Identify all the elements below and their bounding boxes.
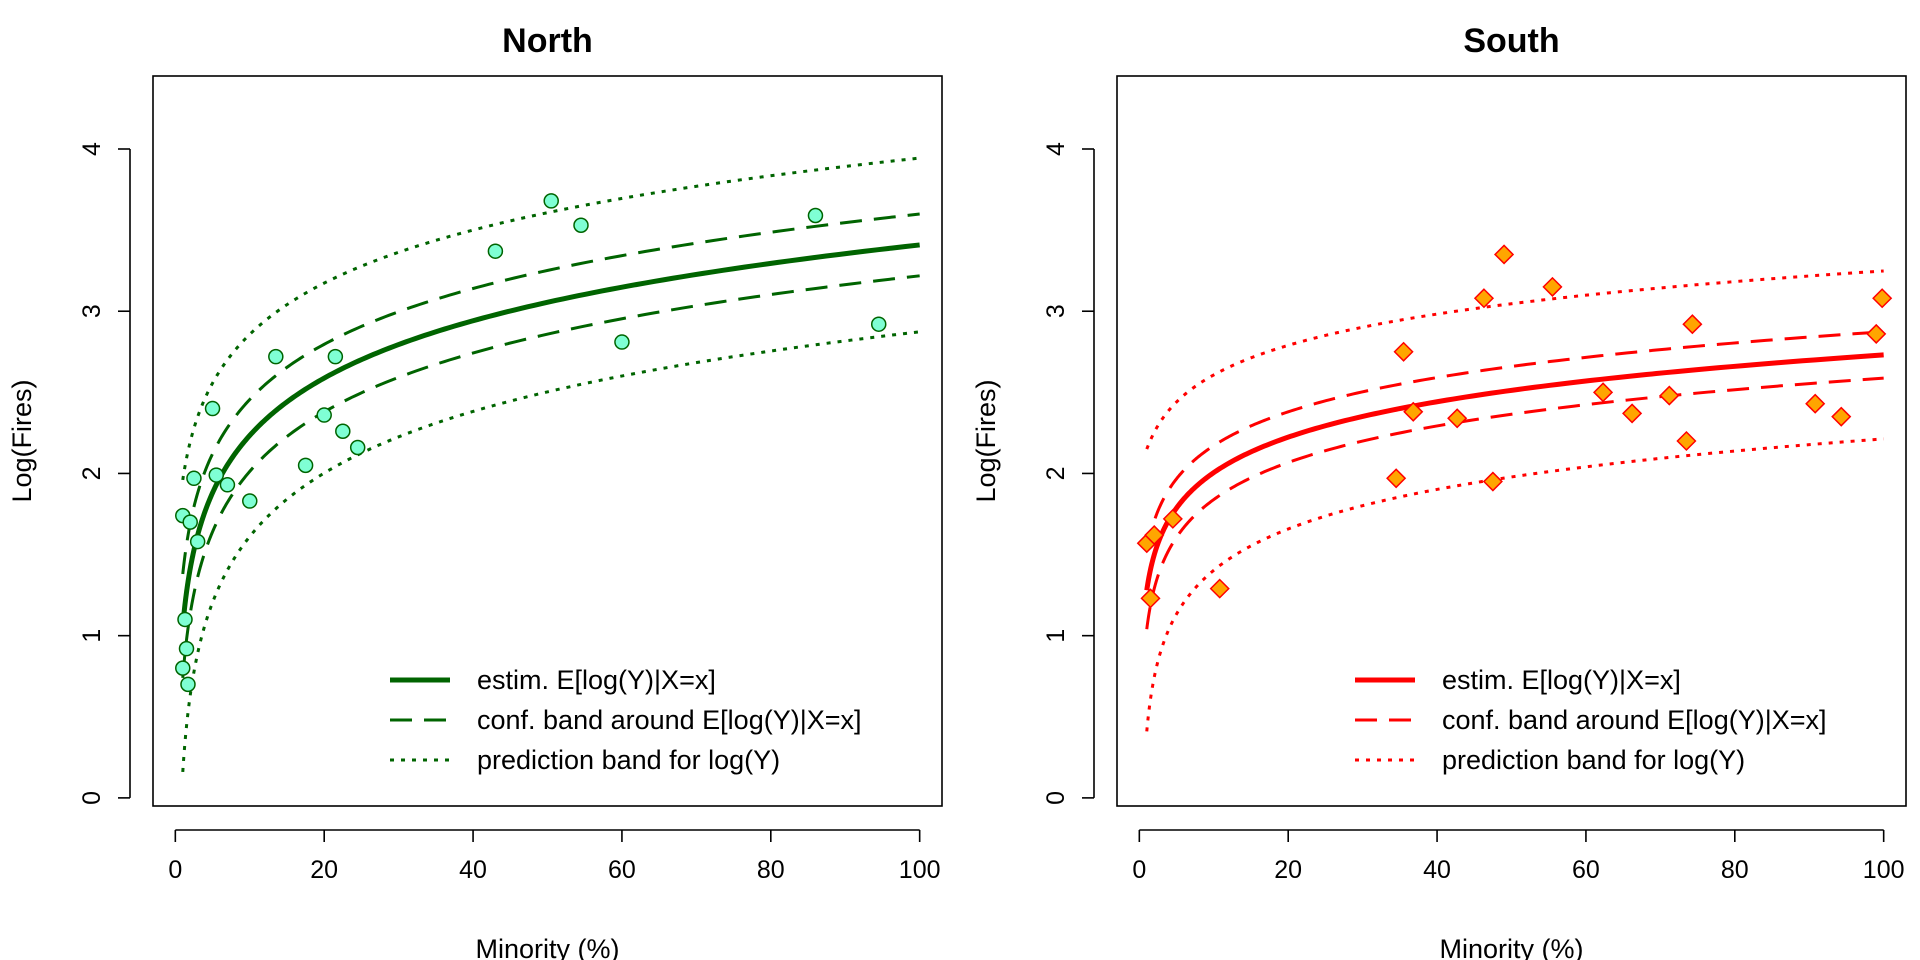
data-point [1403, 401, 1424, 422]
data-point [807, 207, 824, 224]
data-point [573, 217, 589, 233]
x-axis-label: Minority (%) [1439, 934, 1583, 960]
chart-title: South [1463, 22, 1559, 60]
y-tick-label: 4 [1042, 142, 1070, 156]
data-point [189, 533, 206, 550]
legend-label: estim. E[log(Y)|X=x] [477, 665, 716, 695]
plot-frame [1116, 75, 1907, 807]
chart-title: North [502, 22, 593, 60]
data-point [1144, 525, 1165, 546]
y-axis-label: Log(Fires) [7, 379, 37, 502]
data-point [614, 334, 630, 350]
x-tick-label: 100 [899, 856, 941, 884]
conf-band-upper-line [181, 212, 920, 575]
data-point [175, 660, 191, 676]
chart-panel-south: South 0 20 40 60 80 100 Minority (%) 0 1 2 3 4 Log(Fi… [971, 22, 1907, 960]
legend-label: prediction band for log(Y) [477, 745, 780, 775]
conf-band-upper-line [1145, 330, 1884, 552]
data-point [182, 514, 198, 530]
data-point [1393, 341, 1414, 362]
y-tick-label: 0 [78, 791, 106, 805]
pred-band-upper-line [1145, 269, 1884, 450]
y-tick-label: 1 [78, 629, 106, 643]
x-axis: 0 20 40 60 80 100 Minority (%) [1132, 829, 1905, 960]
data-point [219, 477, 236, 493]
data-point [180, 676, 196, 693]
data-point [1682, 314, 1703, 335]
data-point [1209, 578, 1230, 599]
chart-panel-north: North 0 20 40 60 80 100 Minority (%) 0 1 2 3 4 Log(Fi… [7, 22, 943, 960]
data-point [1805, 393, 1826, 414]
x-tick-label: 0 [1132, 856, 1146, 884]
data-point [1386, 468, 1407, 489]
y-axis: 0 1 2 3 4 Log(Fires) [971, 142, 1095, 805]
data-point [487, 243, 504, 259]
y-tick-label: 2 [78, 466, 106, 480]
legend-label: estim. E[log(Y)|X=x] [1442, 665, 1681, 695]
legend: estim. E[log(Y)|X=x] conf. band around E[… [1355, 665, 1827, 775]
data-point [1482, 471, 1503, 492]
x-tick-label: 0 [168, 856, 182, 884]
y-tick-label: 4 [78, 142, 106, 156]
legend-label: prediction band for log(Y) [1442, 745, 1745, 775]
y-tick-label: 2 [1042, 466, 1070, 480]
data-point [242, 493, 258, 509]
x-tick-label: 80 [757, 856, 785, 884]
data-point [335, 423, 351, 440]
x-tick-label: 20 [310, 856, 338, 884]
y-tick-label: 0 [1042, 791, 1070, 805]
data-point [1493, 244, 1515, 265]
y-axis: 0 1 2 3 4 Log(Fires) [7, 142, 131, 805]
data-point [316, 407, 332, 423]
legend: estim. E[log(Y)|X=x] conf. band around E[… [390, 665, 862, 775]
data-point [1592, 382, 1614, 403]
data-point [870, 316, 887, 332]
plot-frame [152, 75, 943, 807]
x-tick-label: 60 [608, 856, 636, 884]
data-point [186, 470, 202, 487]
data-point [177, 611, 193, 628]
data-point [327, 348, 344, 365]
data-point [268, 348, 284, 365]
data-point [1140, 588, 1161, 609]
data-point [1447, 408, 1468, 429]
conf-band-lower-line [181, 274, 920, 678]
data-point [178, 640, 195, 657]
y-axis-label: Log(Fires) [971, 379, 1001, 502]
estimate-line [1144, 352, 1884, 591]
data-point [1831, 406, 1852, 427]
legend-label: conf. band around E[log(Y)|X=x] [1442, 705, 1827, 735]
y-tick-label: 1 [1042, 629, 1070, 643]
conf-band-lower-line [1145, 376, 1884, 630]
x-tick-label: 100 [1863, 856, 1905, 884]
data-point [1659, 385, 1680, 406]
x-tick-label: 40 [1423, 856, 1451, 884]
estimate-line [180, 242, 920, 627]
x-tick-label: 80 [1721, 856, 1749, 884]
x-tick-label: 20 [1274, 856, 1302, 884]
x-tick-label: 40 [459, 856, 487, 884]
data-point [1872, 288, 1893, 309]
data-point [1162, 508, 1183, 529]
data-point [543, 193, 559, 209]
data-point [204, 400, 221, 417]
pred-band-lower-line [1145, 437, 1884, 732]
x-axis-label: Minority (%) [475, 934, 619, 960]
y-tick-label: 3 [78, 304, 106, 318]
y-tick-label: 3 [1042, 304, 1070, 318]
data-point [208, 467, 225, 483]
x-axis: 0 20 40 60 80 100 Minority (%) [168, 829, 941, 960]
legend-label: conf. band around E[log(Y)|X=x] [477, 705, 862, 735]
data-point [1622, 403, 1643, 424]
data-point [297, 457, 314, 474]
data-point [1866, 323, 1887, 344]
data-point [349, 439, 366, 456]
data-point [1542, 276, 1563, 297]
x-tick-label: 60 [1572, 856, 1600, 884]
data-point [1473, 288, 1495, 309]
data-point [1676, 430, 1697, 452]
